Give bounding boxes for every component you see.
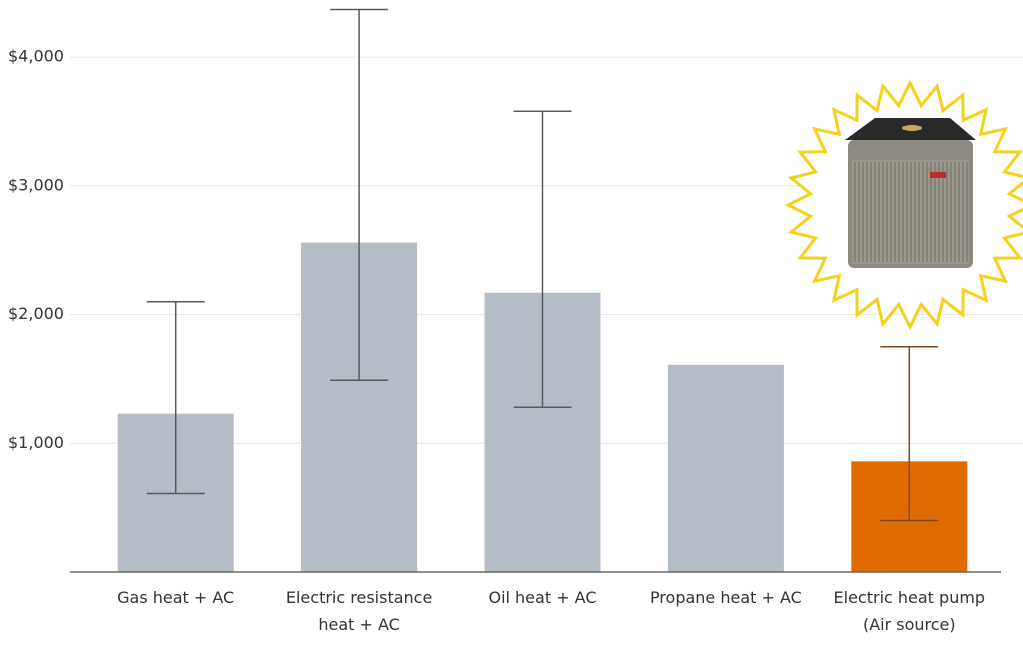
bar [668, 365, 784, 572]
x-tick-label: Oil heat + AC [458, 584, 628, 611]
y-tick-label: $2,000 [8, 304, 64, 323]
chart: $1,000 $2,000 $3,000 $4,000 Gas heat + AC El… [0, 0, 1023, 671]
y-tick-label: $3,000 [8, 175, 64, 194]
x-tick-label: Electric resistance heat + AC [274, 584, 444, 638]
x-tick-label: Electric heat pump (Air source) [824, 584, 994, 638]
y-tick-label: $4,000 [8, 47, 64, 66]
x-tick-label: Gas heat + AC [91, 584, 261, 611]
x-tick-label: Propane heat + AC [641, 584, 811, 611]
y-tick-label: $1,000 [8, 433, 64, 452]
unit-badge [930, 172, 946, 178]
unit-cap [902, 125, 922, 131]
product-image [788, 83, 1023, 327]
chart-svg: $1,000 $2,000 $3,000 $4,000 [0, 0, 1023, 671]
